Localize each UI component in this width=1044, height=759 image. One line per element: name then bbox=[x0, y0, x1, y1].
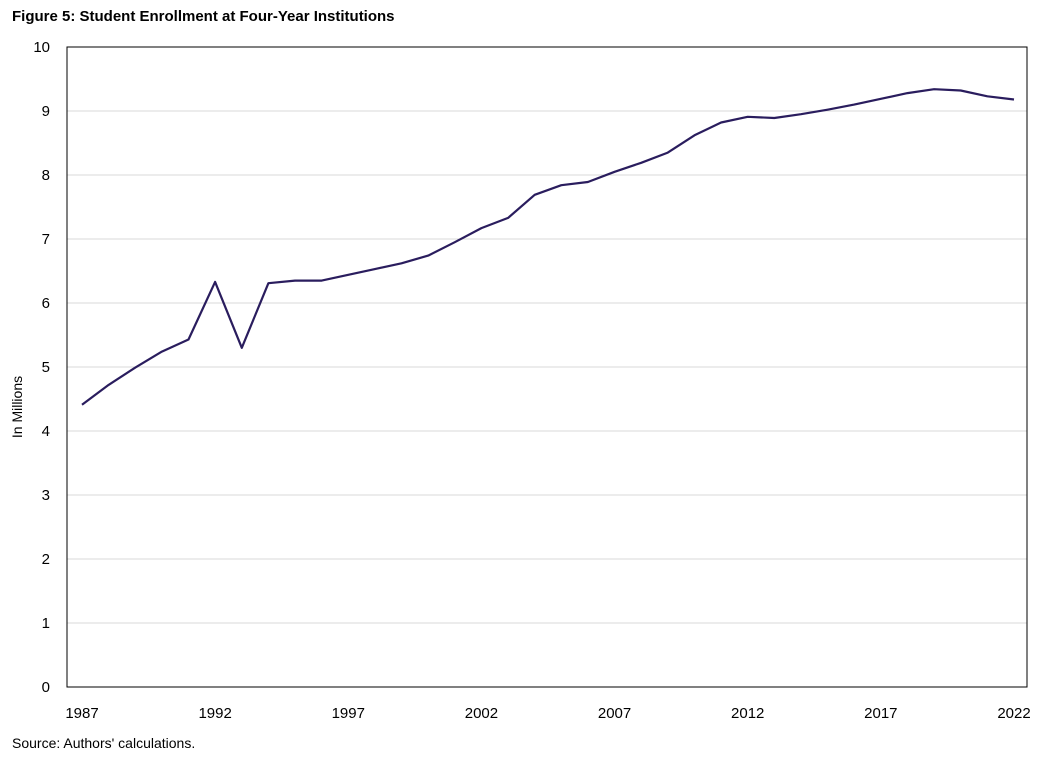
x-tick-label: 1997 bbox=[332, 705, 365, 722]
gridlines bbox=[67, 110, 1027, 624]
x-tick-label: 2022 bbox=[997, 705, 1030, 722]
series-line bbox=[81, 88, 1015, 406]
y-tick-label: 2 bbox=[42, 551, 50, 568]
y-tick-label: 7 bbox=[42, 231, 50, 248]
y-axis-ticks: 0 1 2 3 4 5 6 7 8 9 10 bbox=[33, 39, 50, 696]
y-tick-label: 3 bbox=[42, 487, 50, 504]
x-tick-label: 2017 bbox=[864, 705, 897, 722]
y-tick-label: 0 bbox=[42, 679, 50, 696]
y-tick-label: 4 bbox=[42, 423, 50, 440]
x-tick-label: 1987 bbox=[65, 705, 98, 722]
y-axis-label: In Millions bbox=[9, 376, 25, 438]
x-tick-label: 2007 bbox=[598, 705, 631, 722]
line-chart: 0 1 2 3 4 5 6 7 8 9 10 1987 1992 1997 2002 2007 2012 201… bbox=[9, 39, 1031, 722]
y-tick-label: 6 bbox=[42, 295, 50, 312]
y-tick-label: 10 bbox=[33, 39, 50, 56]
x-tick-label: 2002 bbox=[465, 705, 498, 722]
y-tick-label: 9 bbox=[42, 103, 50, 120]
x-tick-label: 1992 bbox=[198, 705, 231, 722]
chart-title: Figure 5: Student Enrollment at Four-Yea… bbox=[12, 8, 395, 25]
x-axis-ticks: 1987 1992 1997 2002 2007 2012 2017 2022 bbox=[65, 705, 1030, 722]
source-note: Source: Authors' calculations. bbox=[12, 735, 196, 751]
plot-frame bbox=[66, 46, 1028, 688]
y-tick-label: 1 bbox=[42, 615, 50, 632]
x-tick-label: 2012 bbox=[731, 705, 764, 722]
y-tick-label: 5 bbox=[42, 359, 50, 376]
y-tick-label: 8 bbox=[42, 167, 50, 184]
